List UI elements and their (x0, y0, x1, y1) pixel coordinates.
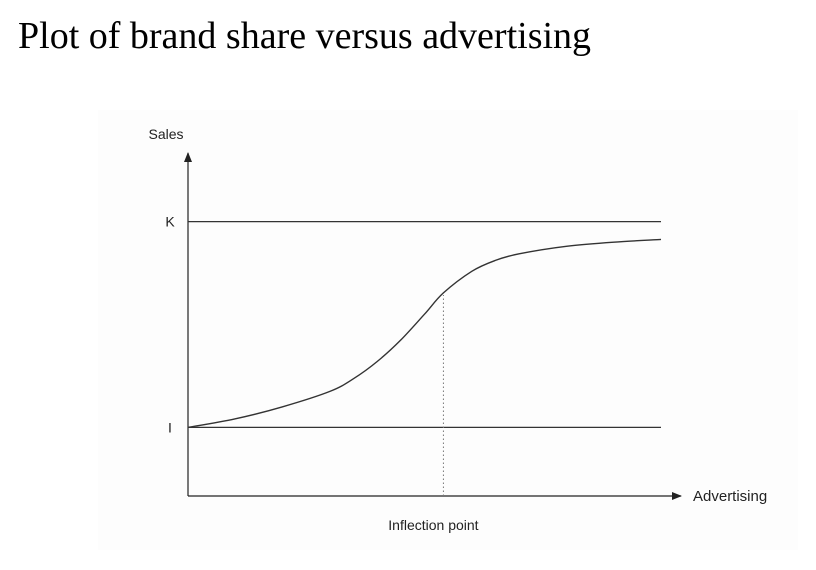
y-axis-label: Sales (148, 126, 183, 142)
reference-lines (188, 220, 661, 428)
y-tick-labels: KI (165, 214, 175, 436)
page-title: Plot of brand share versus advertising (18, 15, 592, 57)
y-tick-label-i: I (168, 419, 172, 435)
sales-curve (187, 238, 662, 429)
inflection-point-label: Inflection point (388, 517, 478, 533)
brand-share-chart: Sales Advertising KI Inflection point (148, 126, 767, 533)
y-tick-label-k: K (165, 214, 175, 230)
x-axis-label: Advertising (693, 488, 767, 505)
